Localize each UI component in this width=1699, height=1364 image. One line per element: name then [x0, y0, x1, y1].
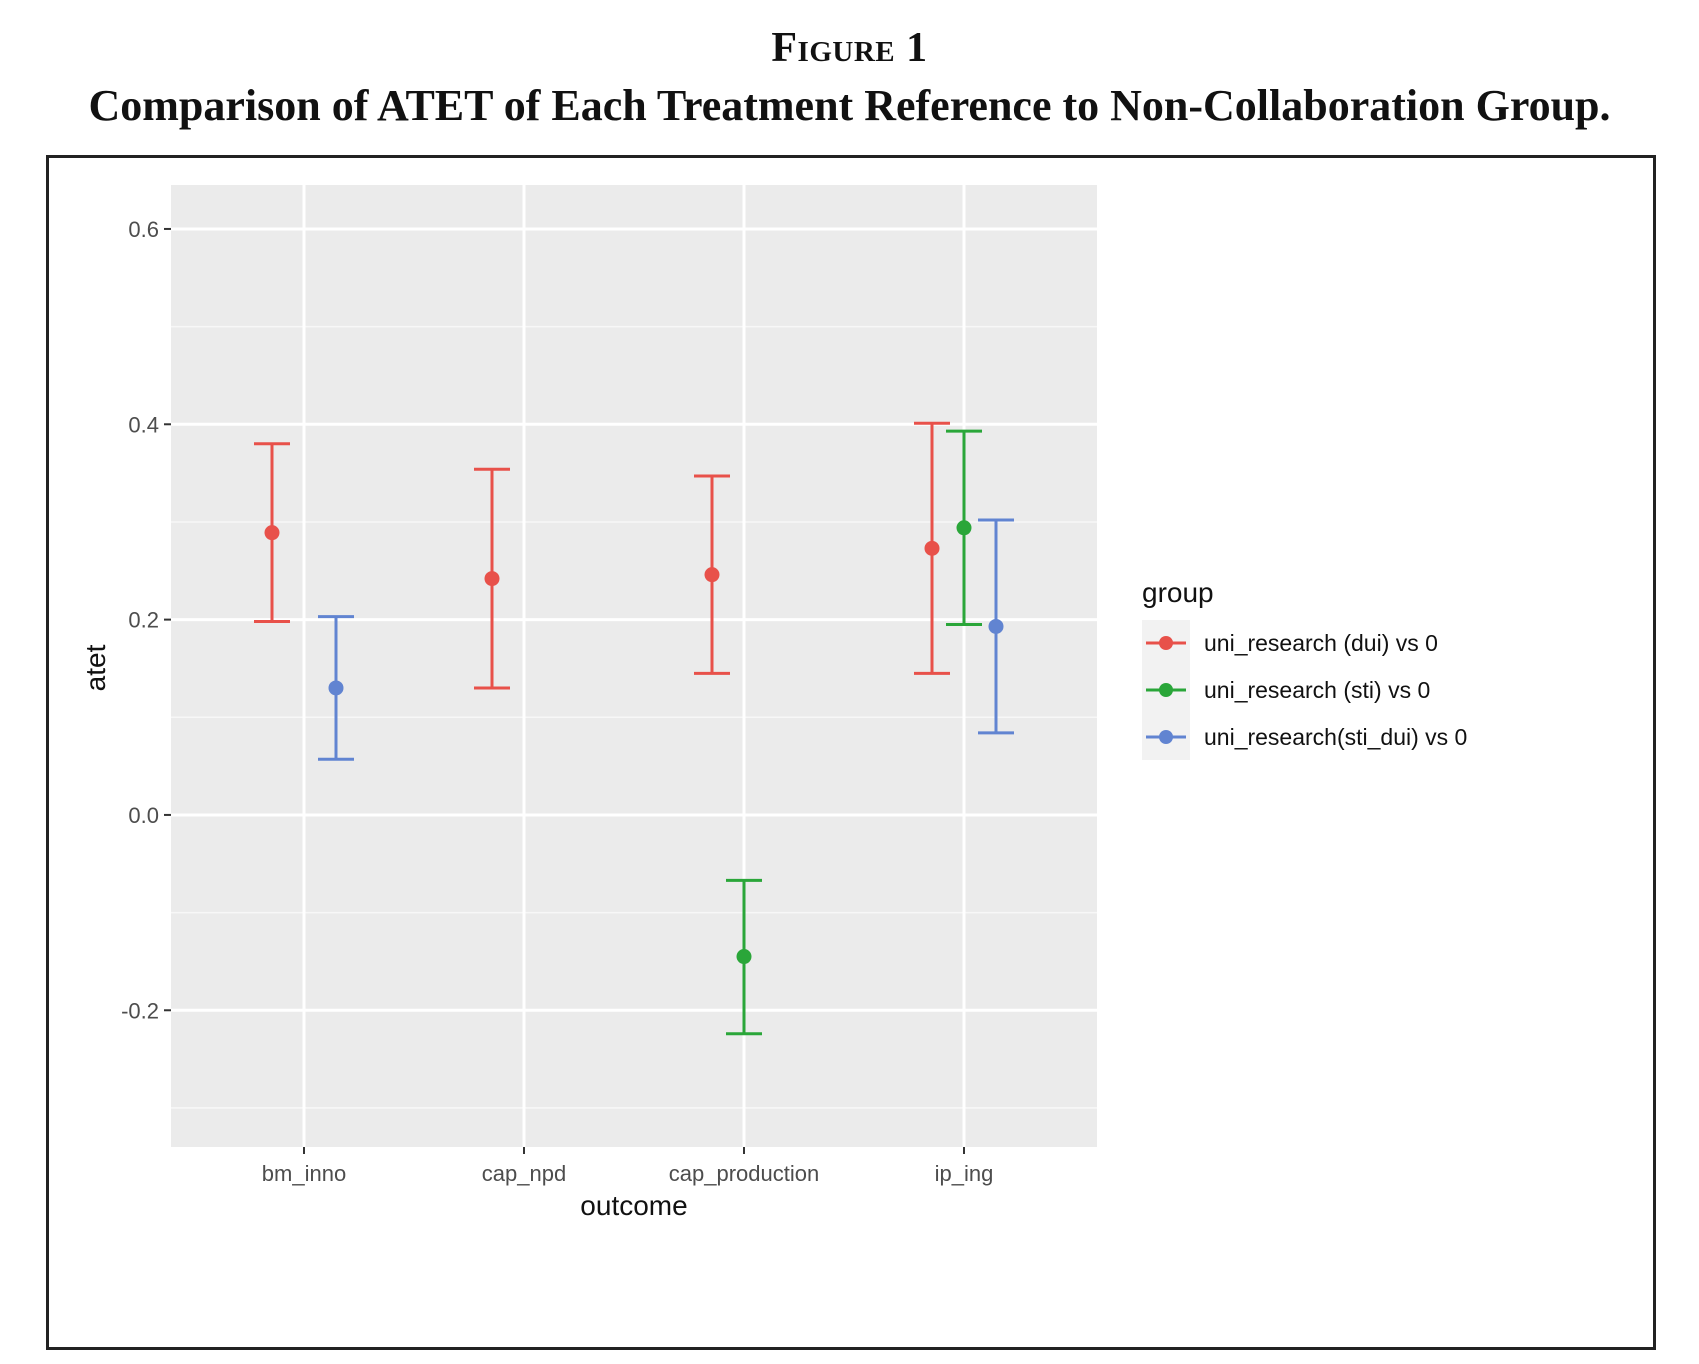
plot-panel [171, 185, 1097, 1147]
y-tick-label: 0.4 [128, 412, 159, 437]
data-point [328, 680, 344, 696]
x-tick-label: bm_inno [262, 1161, 346, 1186]
x-axis-title: outcome [580, 1190, 687, 1221]
data-point [736, 949, 752, 965]
legend-entry-label: uni_research (dui) vs 0 [1204, 630, 1438, 656]
data-point [924, 540, 940, 556]
y-axis-title: atet [80, 644, 111, 691]
legend: group uni_research (dui) vs 0 uni_researc… [1142, 577, 1467, 760]
figure-label: Figure 1 [771, 25, 928, 71]
legend-key-point [1159, 730, 1173, 744]
data-point [484, 571, 500, 587]
x-tick-label: cap_npd [482, 1161, 566, 1186]
data-marks [254, 421, 1014, 1036]
legend-entry-label: uni_research(sti_dui) vs 0 [1204, 724, 1467, 750]
legend-entry-label: uni_research (sti) vs 0 [1204, 677, 1430, 703]
x-tick-label: cap_production [669, 1161, 819, 1186]
x-tick-label: ip_ing [935, 1161, 994, 1186]
data-point [264, 525, 280, 541]
y-tick-label: 0.0 [128, 803, 159, 828]
atet-chart: -0.2 0.0 0.2 0.4 0.6 bm_inno cap_npd cap_produ… [80, 185, 1467, 1221]
figure-title: Comparison of ATET of Each Treatment Ref… [88, 81, 1611, 130]
x-axis-ticks: bm_inno cap_npd cap_production ip_ing [262, 1147, 994, 1186]
data-point [704, 567, 720, 583]
y-tick-label: -0.2 [121, 998, 159, 1023]
data-point [988, 618, 1004, 634]
legend-title: group [1142, 577, 1214, 608]
legend-key-point [1159, 636, 1173, 650]
y-axis-ticks: -0.2 0.0 0.2 0.4 0.6 [121, 217, 171, 1023]
legend-key-point [1159, 683, 1173, 697]
chart-frame: -0.2 0.0 0.2 0.4 0.6 bm_inno cap_npd cap_produ… [46, 155, 1656, 1350]
y-tick-label: 0.6 [128, 217, 159, 242]
data-point [956, 520, 972, 536]
y-tick-label: 0.2 [128, 608, 159, 633]
